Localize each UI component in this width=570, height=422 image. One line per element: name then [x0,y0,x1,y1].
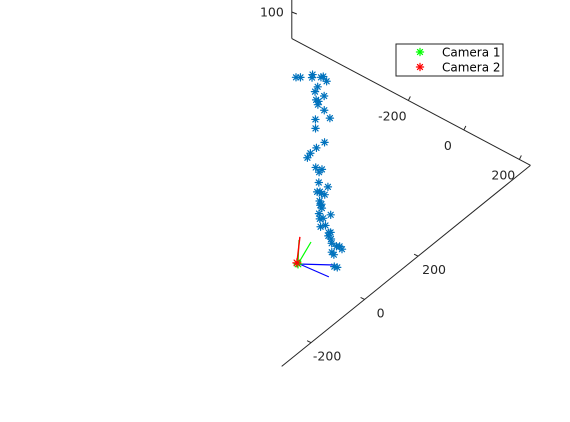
data-point [312,187,322,197]
y-axis-line [281,164,531,367]
z-tick-mark [291,11,297,15]
data-point [323,182,333,192]
legend-label: Camera 2 [442,61,501,75]
data-point [306,149,315,158]
data-point [322,77,331,86]
x-tick-mark [518,155,522,160]
y-tick-mark [360,296,365,300]
point-cloud [291,70,347,272]
y-tick-mark [413,253,419,257]
data-point [314,167,324,177]
z-tick-label: 100 [260,5,284,20]
legend-label: Camera 1 [442,46,501,60]
legend-marker [415,47,425,57]
x-tick-mark [463,125,467,131]
data-point [335,242,344,251]
data-point [311,115,320,124]
data-point [327,239,336,248]
data-point [312,143,321,153]
data-point [311,124,320,133]
data-point [311,163,320,172]
camera2-axis-z [296,236,301,263]
camera1-axis-x [297,263,335,266]
y-tick-label: -200 [313,349,341,364]
camera1-axis-y [297,241,312,265]
camera2-axis-x [296,262,330,278]
x-tick-label: 0 [444,138,452,153]
y-tick-label: 200 [422,262,446,277]
data-point [327,247,336,257]
data-point [324,228,334,238]
data-point [320,190,329,199]
x-tick-label: 200 [491,167,515,182]
camera-frames [292,236,335,278]
data-point [326,210,335,220]
data-point [314,178,323,187]
data-point [303,153,312,162]
data-point [313,100,323,109]
y-tick-label: 0 [377,305,385,320]
data-point [310,87,320,96]
data-point [318,214,328,223]
data-point [319,72,328,81]
data-point [320,138,329,147]
camera2-marker [292,258,302,268]
data-point [296,73,305,82]
y-tick-mark [306,340,312,344]
legend-box [395,43,504,77]
data-point [325,113,335,123]
data-point [319,91,329,101]
x-tick-mark [407,96,411,101]
data-point [313,82,322,92]
data-point [316,222,325,231]
data-point [333,263,342,272]
data-point [320,106,329,115]
data-point [321,221,330,230]
x-axis-line [291,38,531,166]
data-point [316,201,325,210]
x-tick-label: -200 [378,108,406,123]
legend-marker [415,62,425,72]
data-point [307,73,317,82]
